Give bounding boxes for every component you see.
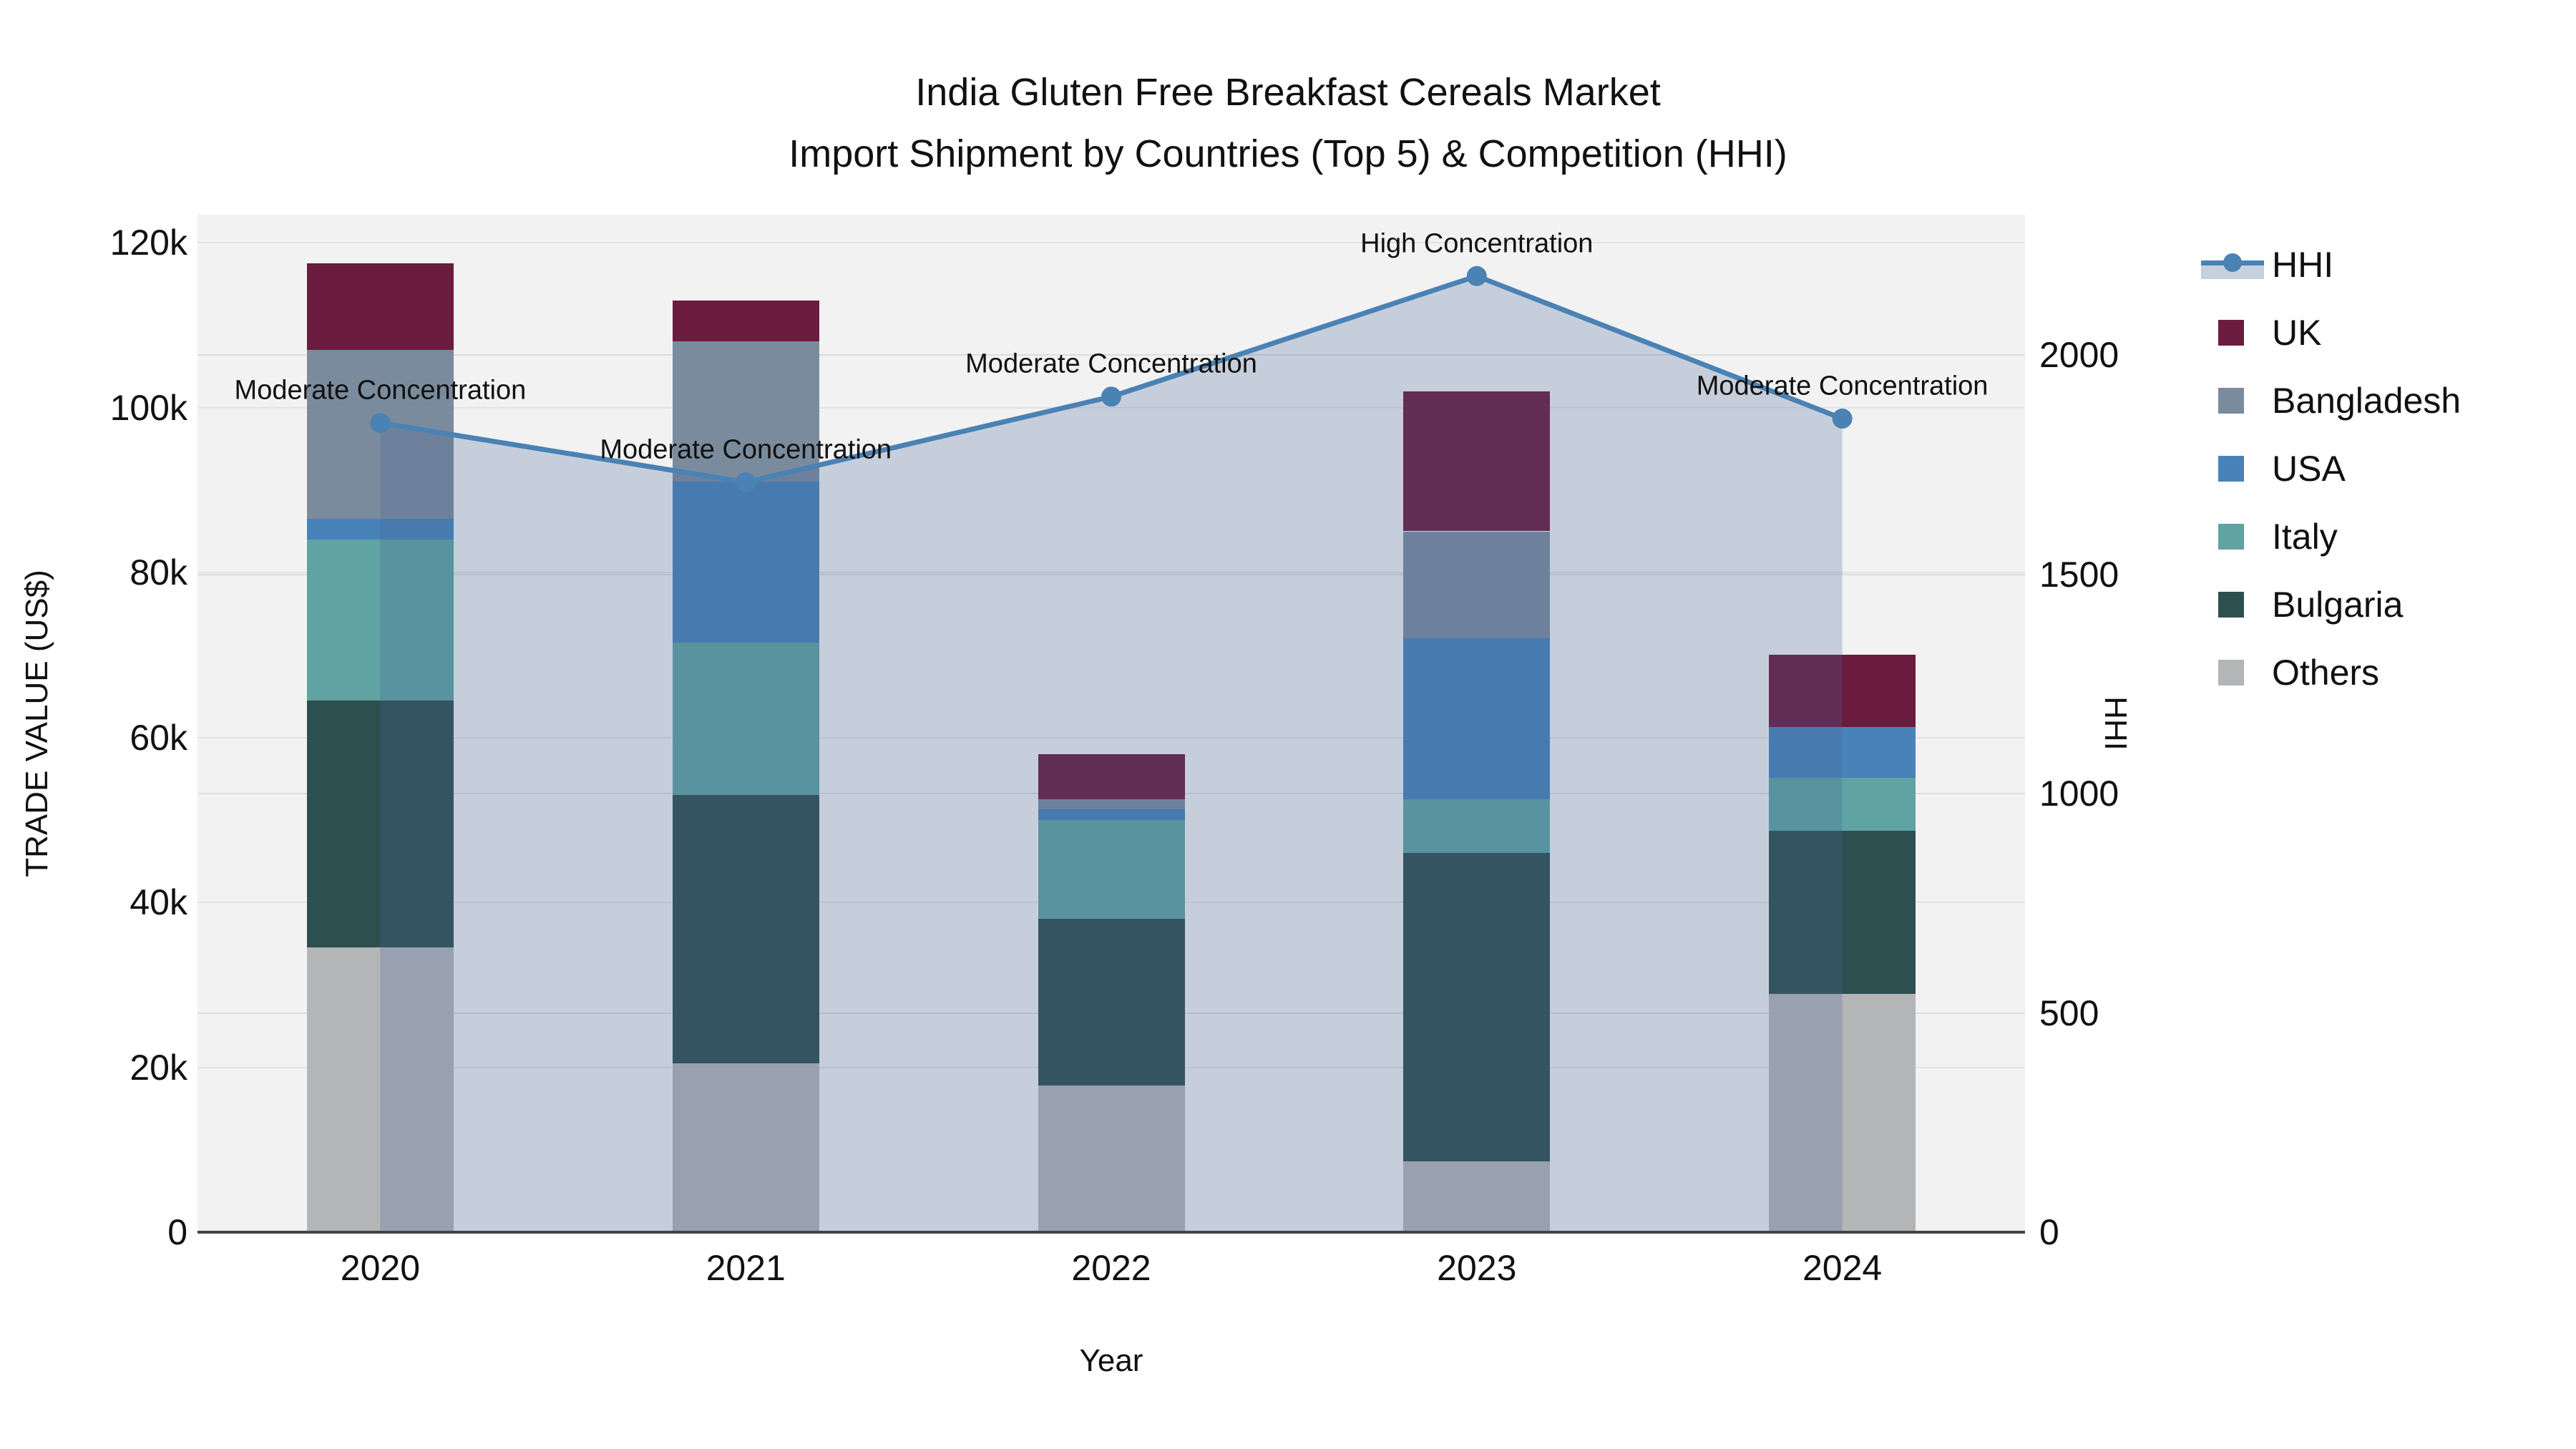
right-axis-title: HHI	[2098, 696, 2133, 751]
bar-segment-2020-Italy[interactable]	[306, 540, 454, 701]
bar-segment-2020-Bulgaria[interactable]	[306, 700, 454, 948]
bar-segment-2022-Bangladesh[interactable]	[1038, 799, 1185, 809]
legend-swatch-usa	[2218, 456, 2244, 482]
legend-label-italy: Italy	[2272, 517, 2338, 557]
bar-segment-2021-Bulgaria[interactable]	[672, 795, 819, 1063]
bar-segment-2022-Bulgaria[interactable]	[1038, 919, 1185, 1085]
bar-segment-2024-Others[interactable]	[1769, 993, 1916, 1232]
right-tick-500: 500	[2039, 992, 2099, 1033]
left-tick-100k: 100k	[109, 387, 187, 428]
x-tick-2021: 2021	[706, 1248, 786, 1288]
right-tick-1500: 1500	[2039, 554, 2119, 595]
legend-item-others[interactable]: Others	[2201, 644, 2502, 701]
annotation-2024: Moderate Concentration	[1696, 371, 1989, 401]
bar-segment-2023-Others[interactable]	[1403, 1161, 1551, 1232]
bar-segment-2021-USA[interactable]	[672, 482, 819, 643]
legend-label-bangladesh: Bangladesh	[2272, 381, 2462, 421]
bar-segment-2023-Bulgaria[interactable]	[1403, 852, 1551, 1161]
legend-swatch-bangladesh	[2218, 388, 2244, 414]
chart-title-line1: India Gluten Free Breakfast Cereals Mark…	[915, 71, 1661, 114]
bar-segment-2020-Others[interactable]	[306, 947, 454, 1232]
bar-segment-2024-UK[interactable]	[1769, 655, 1916, 727]
x-tick-2024: 2024	[1802, 1248, 1883, 1288]
bar-segment-2023-UK[interactable]	[1403, 391, 1551, 532]
left-tick-80k: 80k	[130, 552, 187, 593]
bar-segment-2021-Others[interactable]	[672, 1063, 819, 1232]
x-axis-line	[197, 1231, 2025, 1234]
bar-segment-2020-UK[interactable]	[306, 263, 454, 350]
chart-title-line2: Import Shipment by Countries (Top 5) & C…	[789, 132, 1787, 175]
legend-swatch-italy	[2218, 524, 2244, 550]
gridline-trade-100000	[197, 406, 2025, 409]
bar-segment-2023-USA[interactable]	[1403, 638, 1551, 799]
legend-label-bulgaria: Bulgaria	[2272, 585, 2404, 625]
legend-swatch-bulgaria	[2218, 592, 2244, 618]
right-tick-2000: 2000	[2039, 335, 2119, 376]
bar-segment-2024-USA[interactable]	[1769, 726, 1916, 779]
legend-label-uk: UK	[2272, 313, 2322, 353]
legend-item-italy[interactable]: Italy	[2201, 508, 2502, 565]
right-tick-0: 0	[2039, 1212, 2059, 1252]
annotation-2020: Moderate Concentration	[234, 375, 527, 406]
x-tick-2022: 2022	[1071, 1248, 1151, 1288]
gridline-trade-60000	[197, 736, 2025, 738]
left-tick-40k: 40k	[130, 882, 187, 923]
annotation-2022: Moderate Concentration	[965, 348, 1257, 379]
annotation-2021: Moderate Concentration	[600, 434, 892, 465]
left-tick-0: 0	[167, 1212, 187, 1252]
legend-item-uk[interactable]: UK	[2201, 304, 2502, 361]
right-tick-1000: 1000	[2039, 774, 2119, 814]
legend-item-hhi[interactable]: HHI	[2201, 236, 2502, 293]
bar-segment-2021-Italy[interactable]	[672, 643, 819, 796]
x-axis-title: Year	[1079, 1343, 1143, 1378]
hhi-legend-line-icon	[2201, 250, 2264, 279]
bar-segment-2023-Italy[interactable]	[1403, 799, 1551, 853]
legend-label-hhi: HHI	[2272, 245, 2334, 285]
gridline-trade-80000	[197, 572, 2025, 574]
x-tick-2023: 2023	[1437, 1248, 1517, 1288]
legend-swatch-uk	[2218, 320, 2244, 346]
legend-item-bulgaria[interactable]: Bulgaria	[2201, 576, 2502, 633]
left-tick-60k: 60k	[130, 717, 187, 758]
bar-segment-2022-UK[interactable]	[1038, 753, 1185, 799]
gridline-hhi-1500	[197, 573, 2025, 575]
bar-segment-2022-Italy[interactable]	[1038, 819, 1185, 919]
bar-segment-2024-Italy[interactable]	[1769, 778, 1916, 831]
bar-segment-2022-USA[interactable]	[1038, 809, 1185, 820]
hhi-legend-marker-dot	[2223, 253, 2242, 272]
legend-item-bangladesh[interactable]: Bangladesh	[2201, 372, 2502, 429]
left-tick-20k: 20k	[130, 1047, 187, 1088]
bar-segment-2024-Bulgaria[interactable]	[1769, 830, 1916, 994]
legend-item-usa[interactable]: USA	[2201, 440, 2502, 497]
left-axis-title: TRADE VALUE (US$)	[19, 570, 54, 877]
left-tick-120k: 120k	[109, 223, 187, 263]
bar-segment-2022-Others[interactable]	[1038, 1085, 1185, 1232]
bar-segment-2021-UK[interactable]	[672, 300, 819, 342]
bar-segment-2023-Bangladesh[interactable]	[1403, 531, 1551, 639]
gridline-trade-120000	[197, 242, 2025, 244]
annotation-2023: High Concentration	[1360, 228, 1594, 259]
legend-label-usa: USA	[2272, 449, 2346, 489]
legend-label-others: Others	[2272, 653, 2380, 693]
x-tick-2020: 2020	[340, 1248, 421, 1288]
bar-segment-2020-USA[interactable]	[306, 519, 454, 540]
legend-swatch-others	[2218, 660, 2244, 686]
